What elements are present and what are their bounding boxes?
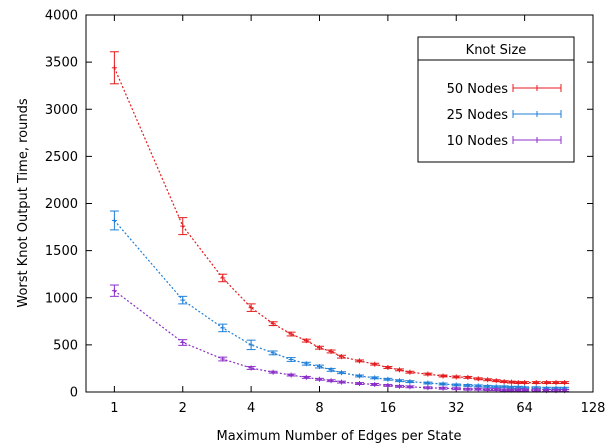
legend-title: Knot Size bbox=[466, 43, 527, 58]
x-tick-label: 1 bbox=[110, 401, 118, 416]
x-axis-label: Maximum Number of Edges per State bbox=[217, 429, 462, 444]
y-tick-label: 4000 bbox=[45, 9, 78, 24]
series-25-nodes bbox=[109, 210, 570, 391]
x-tick-label: 4 bbox=[247, 401, 255, 416]
plot-frame bbox=[85, 14, 594, 393]
series-50-nodes bbox=[109, 51, 570, 386]
series-line bbox=[114, 290, 565, 392]
y-tick-label: 3500 bbox=[45, 56, 78, 71]
legend-label: 10 Nodes bbox=[447, 134, 509, 149]
y-axis-label: Worst Knot Output Time, rounds bbox=[16, 98, 31, 307]
legend-entries: 50 Nodes 25 Nodes 10 Nodes bbox=[447, 82, 562, 149]
y-tick-label: 3000 bbox=[45, 103, 78, 118]
legend-label: 25 Nodes bbox=[447, 108, 509, 123]
x-tick-label: 8 bbox=[315, 401, 323, 416]
legend-box bbox=[417, 36, 575, 163]
ticks-layer: 0 500 1000 1500 2000 2500 3000 3500 4000 1 2 4 8 16 32… bbox=[45, 9, 606, 417]
series-layer bbox=[109, 51, 570, 394]
y-tick-label: 0 bbox=[70, 386, 78, 401]
x-tick-label: 2 bbox=[179, 401, 187, 416]
y-tick-label: 500 bbox=[53, 338, 78, 353]
x-tick-label: 128 bbox=[581, 401, 606, 416]
y-tick-label: 1000 bbox=[45, 291, 78, 306]
legend-label: 50 Nodes bbox=[447, 82, 509, 97]
x-tick-label: 16 bbox=[380, 401, 397, 416]
y-tick-label: 1500 bbox=[45, 244, 78, 259]
x-tick-label: 32 bbox=[448, 401, 465, 416]
series-10-nodes bbox=[109, 284, 570, 394]
x-tick-label: 64 bbox=[516, 401, 533, 416]
y-tick-label: 2500 bbox=[45, 150, 78, 165]
series-line bbox=[113, 67, 565, 384]
legend: Knot Size 50 Nodes 25 Nodes 10 Nodes bbox=[417, 36, 575, 163]
y-tick-label: 2000 bbox=[45, 197, 78, 212]
